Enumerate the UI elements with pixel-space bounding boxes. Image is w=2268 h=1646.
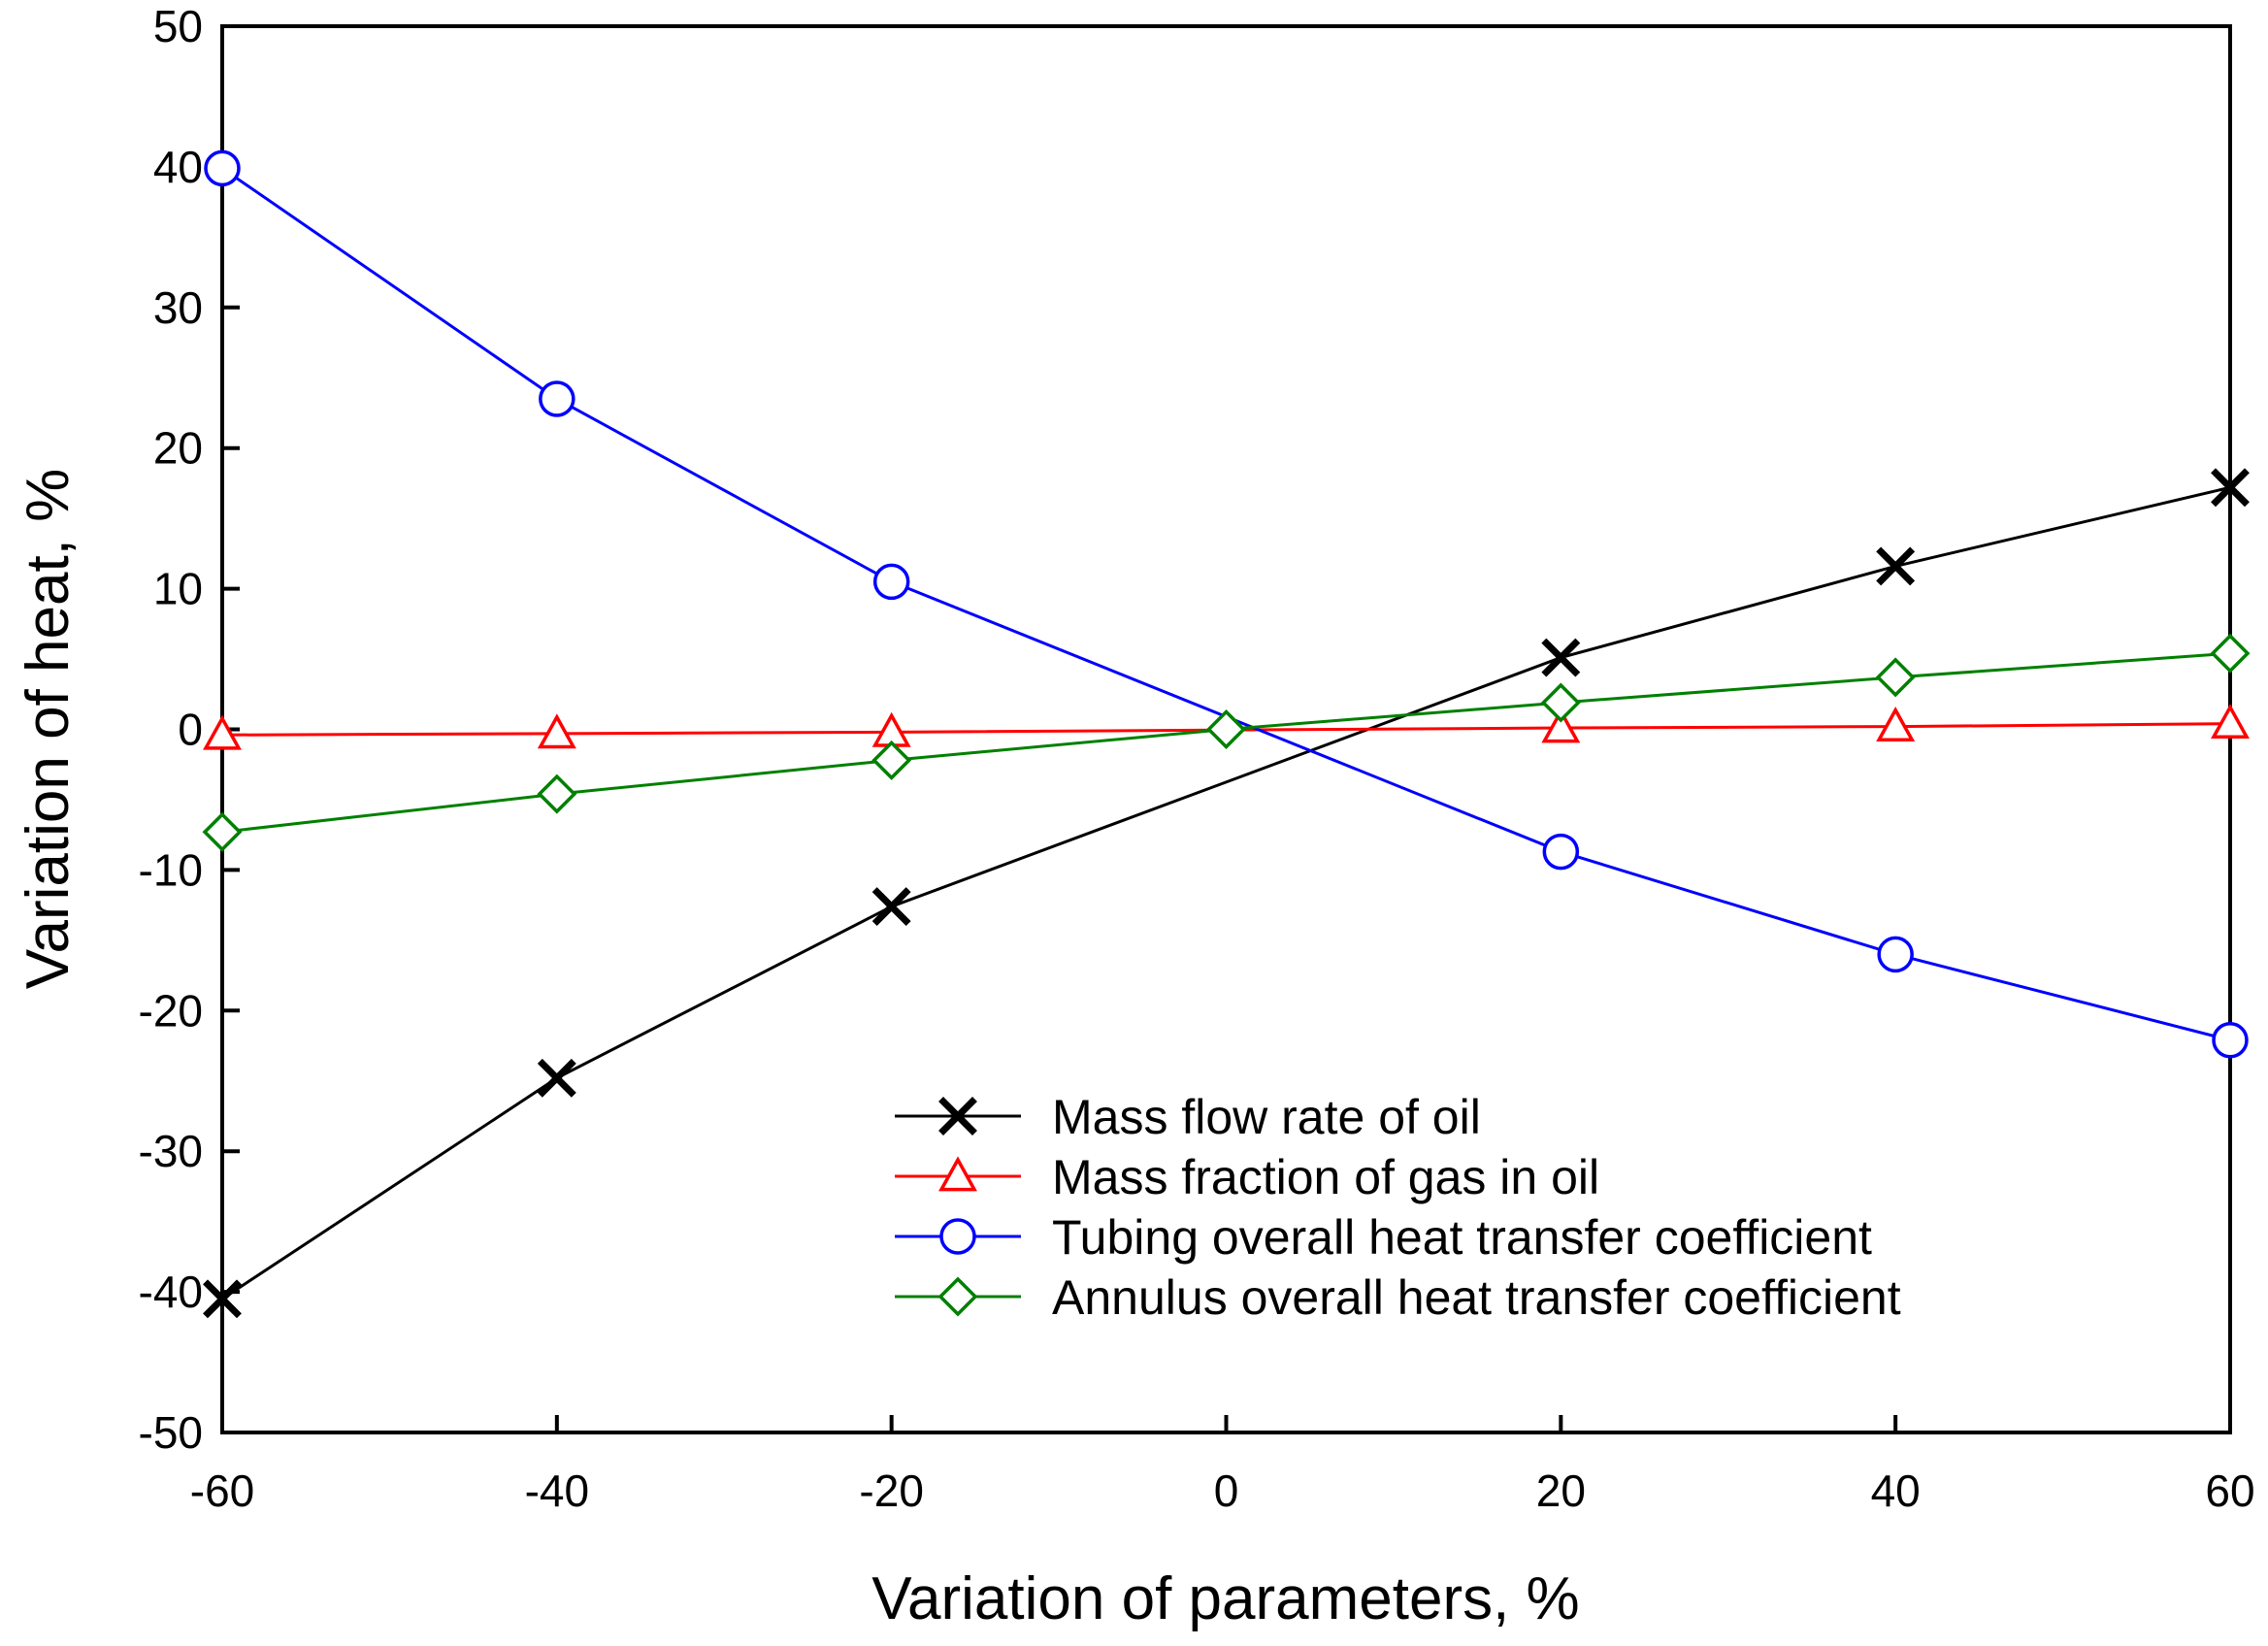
y-tick-label: 40 bbox=[153, 142, 203, 192]
data-point bbox=[2211, 468, 2250, 508]
data-point bbox=[1876, 706, 1916, 741]
legend-item: Mass fraction of gas in oil bbox=[895, 1150, 1599, 1204]
data-point bbox=[2210, 633, 2251, 674]
x-tick-label: -60 bbox=[190, 1465, 254, 1516]
y-tick-label: -30 bbox=[139, 1126, 203, 1176]
y-tick-label: -50 bbox=[139, 1407, 203, 1458]
legend-item: Annulus overall heat transfer coefficien… bbox=[895, 1270, 1901, 1325]
data-point bbox=[2212, 1021, 2249, 1059]
y-axis-ticks: -50 -40 -30 -20 -10 0 10 20 30 40 50 bbox=[139, 1, 240, 1458]
x-tick-label: 0 bbox=[1214, 1465, 1239, 1516]
data-point bbox=[1540, 682, 1581, 723]
data-point bbox=[537, 774, 577, 814]
y-tick-label: 50 bbox=[153, 1, 203, 51]
data-point bbox=[537, 713, 576, 749]
legend: Mass flow rate of oil Mass fraction of ga… bbox=[895, 1090, 1901, 1325]
data-point bbox=[1541, 638, 1581, 677]
legend-item: Mass flow rate of oil bbox=[895, 1090, 1481, 1144]
y-tick-label: -40 bbox=[139, 1267, 203, 1317]
series-0 bbox=[203, 468, 2250, 1319]
legend-label: Tubing overall heat transfer coefficient bbox=[1052, 1210, 1872, 1265]
data-point bbox=[1206, 709, 1246, 749]
data-point bbox=[871, 740, 912, 780]
y-tick-label: 10 bbox=[153, 564, 203, 614]
data-point bbox=[1541, 708, 1581, 743]
data-point bbox=[1876, 546, 1916, 586]
y-axis-title: Variation of heat, % bbox=[15, 469, 82, 990]
data-point bbox=[1542, 833, 1580, 871]
legend-label: Mass flow rate of oil bbox=[1052, 1090, 1481, 1144]
legend-marker bbox=[939, 1218, 976, 1255]
data-point bbox=[2211, 704, 2250, 740]
data-point bbox=[1875, 657, 1916, 698]
data-point bbox=[539, 380, 575, 417]
series-2 bbox=[204, 149, 2249, 1059]
y-tick-label: 20 bbox=[153, 423, 203, 474]
x-axis-title: Variation of parameters, % bbox=[871, 1565, 1579, 1632]
x-tick-label: -40 bbox=[525, 1465, 589, 1516]
x-tick-label: 60 bbox=[2205, 1465, 2254, 1516]
legend-marker bbox=[938, 1156, 977, 1192]
series-line bbox=[221, 485, 2231, 1300]
y-tick-label: -10 bbox=[139, 844, 203, 895]
legend-label: Mass fraction of gas in oil bbox=[1052, 1150, 1599, 1204]
data-point bbox=[872, 563, 910, 601]
x-axis-ticks: -60 -40 -20 0 20 40 60 bbox=[190, 1415, 2255, 1516]
y-tick-label: 0 bbox=[178, 705, 203, 755]
data-point bbox=[871, 887, 911, 927]
x-tick-label: 40 bbox=[1871, 1465, 1921, 1516]
series-3 bbox=[202, 633, 2251, 852]
legend-item: Tubing overall heat transfer coefficient bbox=[895, 1210, 1872, 1265]
series-1 bbox=[203, 704, 2250, 750]
x-tick-label: 20 bbox=[1536, 1465, 1586, 1516]
legend-label: Annulus overall heat transfer coefficien… bbox=[1052, 1270, 1901, 1325]
x-tick-label: -20 bbox=[859, 1465, 923, 1516]
series-layer bbox=[202, 149, 2251, 1319]
data-point bbox=[203, 714, 242, 750]
legend-marker bbox=[938, 1097, 977, 1136]
data-point bbox=[1877, 936, 1914, 973]
legend-marker bbox=[937, 1276, 978, 1317]
data-point bbox=[203, 1279, 242, 1319]
series-line bbox=[221, 167, 2231, 1042]
data-point bbox=[202, 811, 243, 852]
data-point bbox=[537, 1058, 576, 1098]
y-tick-label: 30 bbox=[153, 282, 203, 333]
y-tick-label: -20 bbox=[139, 985, 203, 1036]
data-point bbox=[204, 149, 241, 187]
